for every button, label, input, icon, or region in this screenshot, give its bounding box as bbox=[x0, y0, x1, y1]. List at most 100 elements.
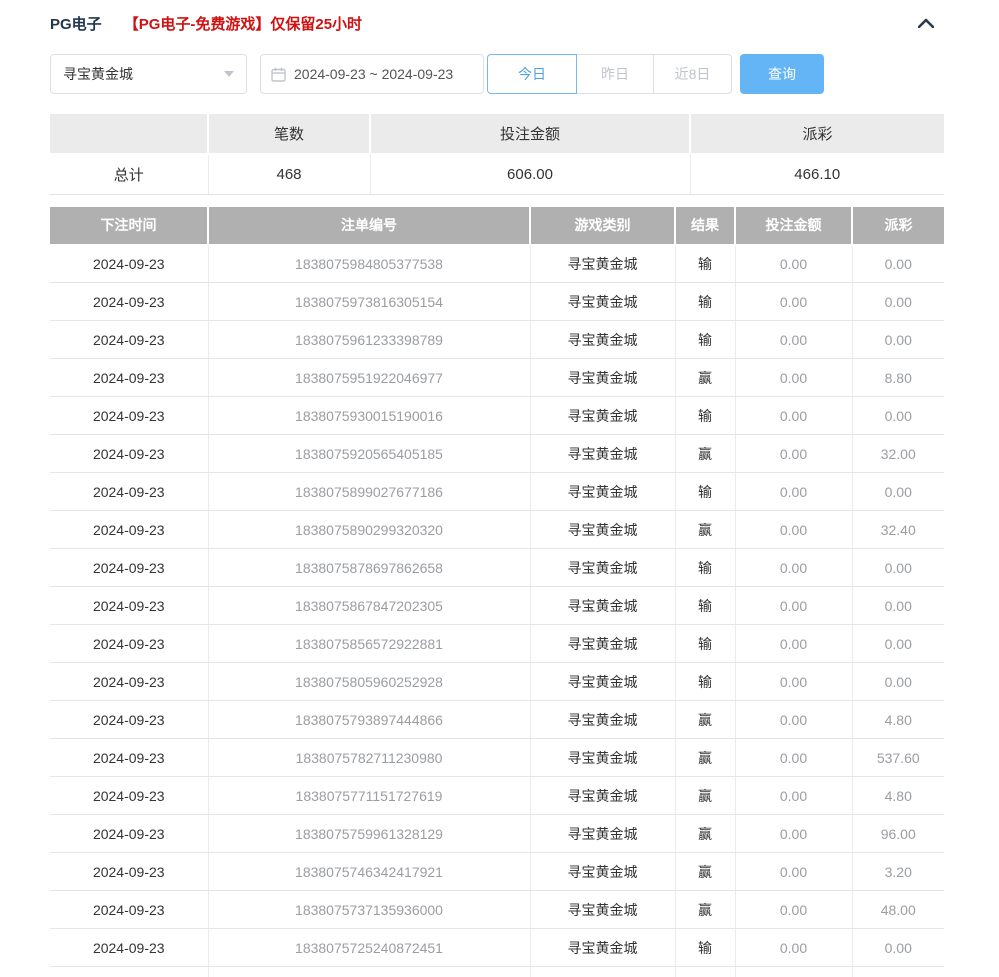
cell-date: 2024-09-23 bbox=[50, 472, 209, 511]
cell-game: 寻宝黄金城 bbox=[530, 510, 676, 549]
cell-bet-amount: 0.00 bbox=[735, 890, 853, 929]
summary-total-bet-amount: 606.00 bbox=[370, 154, 691, 195]
cell-bet-amount: 0.00 bbox=[735, 434, 853, 473]
cell-result: 赢 bbox=[675, 852, 736, 891]
cell-date: 2024-09-23 bbox=[50, 434, 209, 473]
cell-game: 寻宝黄金城 bbox=[530, 662, 676, 701]
records-header-bet-amount: 投注金额 bbox=[734, 206, 853, 246]
table-row: 2024-09-23 1838075899027677186 寻宝黄金城 输 0… bbox=[50, 472, 944, 511]
cell-payout: 4.00 bbox=[852, 966, 944, 977]
cell-result: 输 bbox=[675, 282, 736, 321]
cell-bet-id: 1838075759961328129 bbox=[208, 814, 531, 853]
cell-payout: 0.00 bbox=[852, 586, 944, 625]
cell-bet-amount: 0.00 bbox=[735, 662, 853, 701]
table-row: 2024-09-23 1838075746342417921 寻宝黄金城 赢 0… bbox=[50, 852, 944, 891]
cell-payout: 537.60 bbox=[852, 738, 944, 777]
records-table: 下注时间 注单编号 游戏类别 结果 投注金额 派彩 2024-09-23 183… bbox=[50, 206, 944, 977]
table-row: 2024-09-23 1838075793897444866 寻宝黄金城 赢 0… bbox=[50, 700, 944, 739]
cell-date: 2024-09-23 bbox=[50, 396, 209, 435]
cell-bet-id: 1838075867847202305 bbox=[208, 586, 531, 625]
cell-result: 赢 bbox=[675, 890, 736, 929]
date-range-input[interactable]: 2024-09-23 ~ 2024-09-23 bbox=[260, 54, 484, 94]
query-button[interactable]: 查询 bbox=[740, 54, 824, 94]
cell-bet-amount: 0.00 bbox=[735, 472, 853, 511]
summary-header-bet-amount: 投注金额 bbox=[369, 114, 691, 155]
cell-payout: 0.00 bbox=[852, 662, 944, 701]
cell-bet-id: 1838075793897444866 bbox=[208, 700, 531, 739]
records-header-row: 下注时间 注单编号 游戏类别 结果 投注金额 派彩 bbox=[50, 206, 944, 246]
cell-game: 寻宝黄金城 bbox=[530, 586, 676, 625]
cell-bet-id: 1838075878697862658 bbox=[208, 548, 531, 587]
cell-bet-id: 1838075714063714051 bbox=[208, 966, 531, 977]
cell-bet-amount: 0.00 bbox=[735, 282, 853, 321]
table-row: 2024-09-23 1838075805960252928 寻宝黄金城 输 0… bbox=[50, 662, 944, 701]
chevron-up-icon[interactable] bbox=[916, 13, 936, 33]
cell-bet-id: 1838075920565405185 bbox=[208, 434, 531, 473]
cell-result: 赢 bbox=[675, 776, 736, 815]
cell-payout: 0.00 bbox=[852, 396, 944, 435]
filter-bar: 寻宝黄金城 2024-09-23 ~ 2024-09-23 今日 昨日 近8日 … bbox=[50, 54, 944, 94]
cell-result: 赢 bbox=[675, 966, 736, 977]
cell-payout: 48.00 bbox=[852, 890, 944, 929]
cell-date: 2024-09-23 bbox=[50, 814, 209, 853]
cell-date: 2024-09-23 bbox=[50, 928, 209, 967]
table-row: 2024-09-23 1838075725240872451 寻宝黄金城 输 0… bbox=[50, 928, 944, 967]
cell-date: 2024-09-23 bbox=[50, 700, 209, 739]
today-button[interactable]: 今日 bbox=[487, 54, 577, 94]
summary-header-empty bbox=[50, 114, 209, 155]
cell-payout: 0.00 bbox=[852, 320, 944, 359]
cell-bet-id: 1838075930015190016 bbox=[208, 396, 531, 435]
summary-header-count: 笔数 bbox=[207, 114, 371, 155]
cell-game: 寻宝黄金城 bbox=[530, 966, 676, 977]
cell-date: 2024-09-23 bbox=[50, 776, 209, 815]
cell-result: 赢 bbox=[675, 358, 736, 397]
cell-payout: 32.40 bbox=[852, 510, 944, 549]
cell-bet-amount: 0.00 bbox=[735, 852, 853, 891]
cell-payout: 0.00 bbox=[852, 928, 944, 967]
cell-bet-amount: 0.00 bbox=[735, 510, 853, 549]
summary-total-count: 468 bbox=[208, 154, 371, 195]
cell-game: 寻宝黄金城 bbox=[530, 244, 676, 283]
cell-date: 2024-09-23 bbox=[50, 548, 209, 587]
game-select[interactable]: 寻宝黄金城 bbox=[50, 54, 247, 94]
records-header-game: 游戏类别 bbox=[529, 206, 676, 246]
game-select-value: 寻宝黄金城 bbox=[63, 66, 133, 82]
records-header-bet-id: 注单编号 bbox=[207, 206, 531, 246]
cell-result: 输 bbox=[675, 662, 736, 701]
cell-bet-amount: 0.00 bbox=[735, 586, 853, 625]
table-row: 2024-09-23 1838075782711230980 寻宝黄金城 赢 0… bbox=[50, 738, 944, 777]
yesterday-button[interactable]: 昨日 bbox=[576, 54, 654, 94]
cell-result: 输 bbox=[675, 548, 736, 587]
table-row: 2024-09-23 1838075961233398789 寻宝黄金城 输 0… bbox=[50, 320, 944, 359]
cell-game: 寻宝黄金城 bbox=[530, 434, 676, 473]
table-row: 2024-09-23 1838075984805377538 寻宝黄金城 输 0… bbox=[50, 244, 944, 283]
cell-bet-amount: 0.00 bbox=[735, 244, 853, 283]
table-row: 2024-09-23 1838075714063714051 寻宝黄金城 赢 0… bbox=[50, 966, 944, 977]
cell-bet-id: 1838075805960252928 bbox=[208, 662, 531, 701]
cell-bet-amount: 0.00 bbox=[735, 358, 853, 397]
cell-bet-amount: 0.00 bbox=[735, 776, 853, 815]
cell-date: 2024-09-23 bbox=[50, 244, 209, 283]
cell-bet-id: 1838075899027677186 bbox=[208, 472, 531, 511]
cell-bet-id: 1838075961233398789 bbox=[208, 320, 531, 359]
table-row: 2024-09-23 1838075920565405185 寻宝黄金城 赢 0… bbox=[50, 434, 944, 473]
cell-bet-amount: 0.00 bbox=[735, 700, 853, 739]
quick-date-button-group: 今日 昨日 近8日 bbox=[487, 54, 732, 94]
cell-result: 输 bbox=[675, 928, 736, 967]
cell-result: 赢 bbox=[675, 434, 736, 473]
cell-payout: 0.00 bbox=[852, 244, 944, 283]
last-8-days-button[interactable]: 近8日 bbox=[653, 54, 732, 94]
chevron-down-icon bbox=[224, 71, 234, 77]
cell-game: 寻宝黄金城 bbox=[530, 738, 676, 777]
cell-date: 2024-09-23 bbox=[50, 320, 209, 359]
summary-header-payout: 派彩 bbox=[689, 114, 944, 155]
cell-result: 输 bbox=[675, 320, 736, 359]
cell-bet-amount: 0.00 bbox=[735, 738, 853, 777]
cell-bet-amount: 0.00 bbox=[735, 928, 853, 967]
cell-payout: 0.00 bbox=[852, 624, 944, 663]
cell-result: 输 bbox=[675, 396, 736, 435]
cell-result: 赢 bbox=[675, 738, 736, 777]
cell-result: 输 bbox=[675, 472, 736, 511]
cell-bet-id: 1838075951922046977 bbox=[208, 358, 531, 397]
cell-game: 寻宝黄金城 bbox=[530, 928, 676, 967]
